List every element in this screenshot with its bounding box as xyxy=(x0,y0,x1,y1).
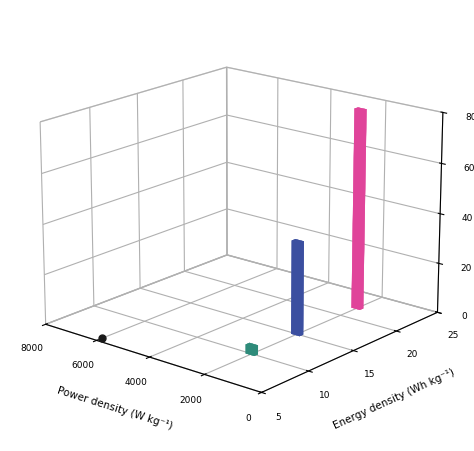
Y-axis label: Energy density (Wh kg⁻¹): Energy density (Wh kg⁻¹) xyxy=(331,367,456,430)
X-axis label: Power density (W kg⁻¹): Power density (W kg⁻¹) xyxy=(56,385,174,431)
